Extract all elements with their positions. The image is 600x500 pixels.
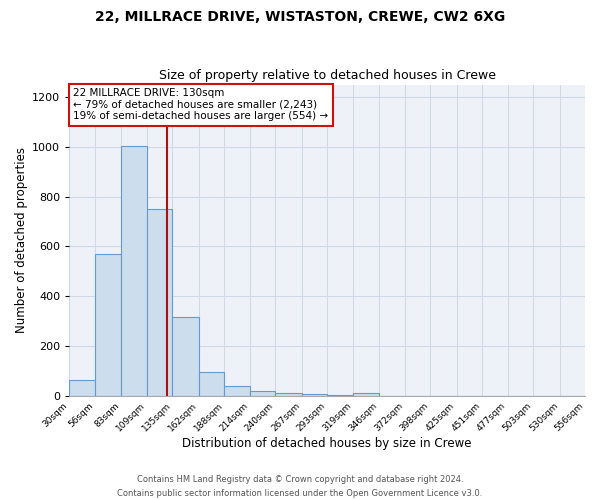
X-axis label: Distribution of detached houses by size in Crewe: Distribution of detached houses by size … [182, 437, 472, 450]
Bar [95, 254, 121, 396]
Bar [224, 386, 250, 396]
Bar [147, 209, 172, 396]
Bar [70, 380, 95, 396]
Bar [302, 394, 327, 396]
Text: Contains HM Land Registry data © Crown copyright and database right 2024.
Contai: Contains HM Land Registry data © Crown c… [118, 476, 482, 498]
Title: Size of property relative to detached houses in Crewe: Size of property relative to detached ho… [158, 69, 496, 82]
Bar [199, 372, 224, 396]
Bar [327, 394, 353, 396]
Text: 22, MILLRACE DRIVE, WISTASTON, CREWE, CW2 6XG: 22, MILLRACE DRIVE, WISTASTON, CREWE, CW… [95, 10, 505, 24]
Bar [275, 394, 302, 396]
Text: 22 MILLRACE DRIVE: 130sqm
← 79% of detached houses are smaller (2,243)
19% of se: 22 MILLRACE DRIVE: 130sqm ← 79% of detac… [73, 88, 328, 122]
Y-axis label: Number of detached properties: Number of detached properties [15, 147, 28, 333]
Bar [121, 146, 147, 396]
Bar [353, 394, 379, 396]
Bar [172, 318, 199, 396]
Bar [250, 391, 275, 396]
